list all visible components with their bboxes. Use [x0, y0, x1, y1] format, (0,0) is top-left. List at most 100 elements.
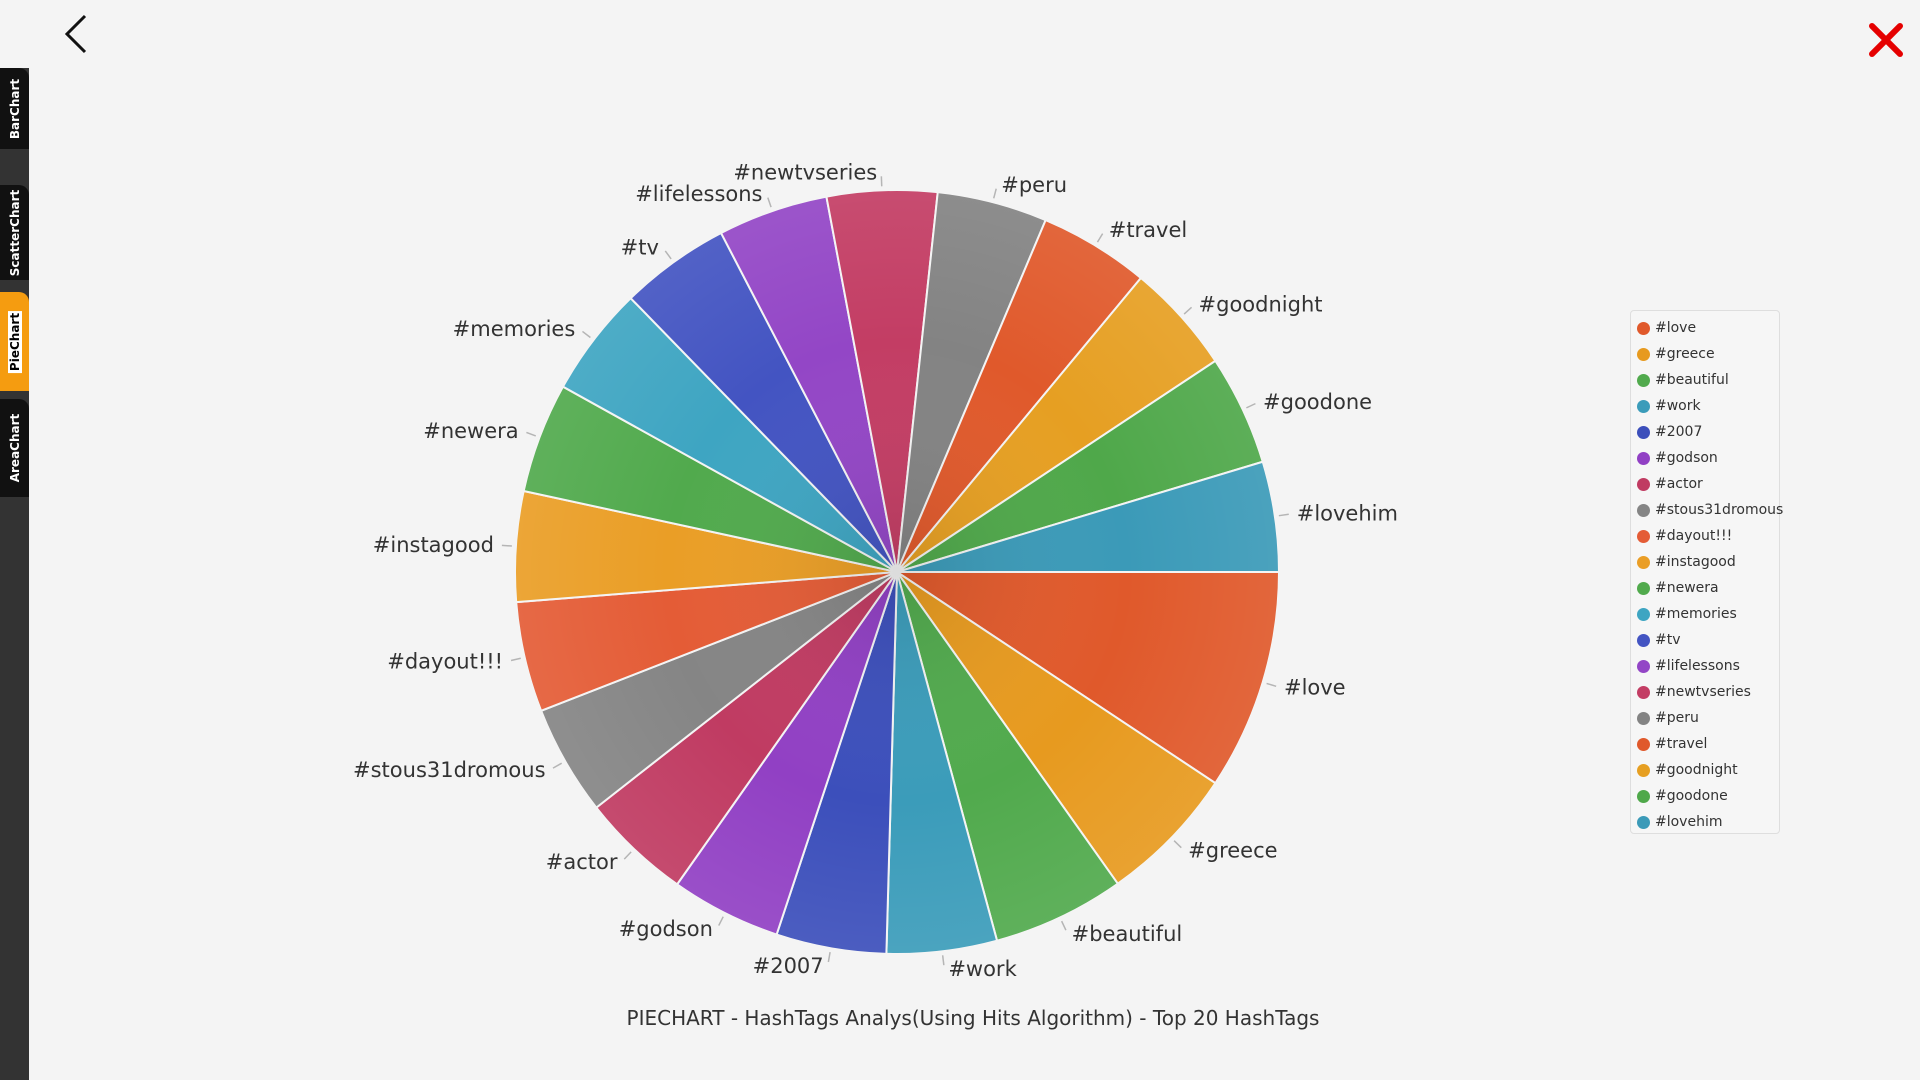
- legend-item-peru: #peru: [1637, 705, 1779, 731]
- legend-item-work: #work: [1637, 393, 1779, 419]
- leader-line-travel: [1096, 233, 1104, 243]
- leader-line-tv: [664, 250, 672, 260]
- legend-item-2007: #2007: [1637, 419, 1779, 445]
- leader-line-stous31dromous: [552, 762, 563, 769]
- leader-line-greece: [1173, 840, 1182, 849]
- legend-swatch: [1637, 737, 1650, 751]
- legend-item-memories: #memories: [1637, 601, 1779, 627]
- leader-line-peru: [992, 188, 997, 199]
- slice-label-dayout: #dayout!!!: [387, 649, 503, 673]
- legend-label: #stous31dromous: [1655, 502, 1784, 518]
- legend-label: #lifelessons: [1655, 658, 1740, 674]
- close-x-icon: [1869, 23, 1903, 57]
- legend-swatch: [1637, 451, 1650, 465]
- legend-label: #newtvseries: [1655, 684, 1751, 700]
- legend-item-instagood: #instagood: [1637, 549, 1779, 575]
- slice-label-work: #work: [948, 957, 1017, 981]
- legend-item-goodone: #goodone: [1637, 783, 1779, 809]
- legend-label: #memories: [1655, 606, 1737, 622]
- slice-label-stous31dromous: #stous31dromous: [353, 758, 546, 782]
- slice-label-peru: #peru: [1001, 173, 1067, 197]
- slice-label-goodone: #goodone: [1263, 390, 1372, 414]
- pie-slice-labels: #love #greece #beautiful #work #2007 #godson #…: [353, 160, 1398, 981]
- leader-line-love: [1266, 682, 1277, 688]
- legend-label: #goodone: [1655, 788, 1728, 804]
- slice-label-newtvseries: #newtvseries: [733, 160, 877, 184]
- legend-item-beautiful: #beautiful: [1637, 367, 1779, 393]
- legend-swatch: [1637, 373, 1650, 387]
- legend-swatch: [1637, 529, 1650, 543]
- leader-line-work: [941, 955, 945, 966]
- legend-label: #actor: [1655, 476, 1703, 492]
- legend-item-godson: #godson: [1637, 445, 1779, 471]
- leader-line-dayout: [510, 657, 521, 662]
- slice-label-godson: #godson: [619, 917, 713, 941]
- tab-piechart[interactable]: PieChart: [0, 292, 29, 391]
- legend-item-tv: #tv: [1637, 627, 1779, 653]
- tab-areachart[interactable]: AreaChart: [0, 399, 29, 497]
- legend-item-travel: #travel: [1637, 731, 1779, 757]
- leader-line-godson: [718, 916, 724, 926]
- legend-swatch: [1637, 581, 1650, 595]
- legend-item-greece: #greece: [1637, 341, 1779, 367]
- slice-label-greece: #greece: [1188, 838, 1277, 862]
- slice-label-tv: #tv: [621, 236, 659, 260]
- legend-label: #love: [1655, 320, 1697, 336]
- legend-label: #travel: [1655, 736, 1708, 752]
- back-button[interactable]: [55, 10, 95, 58]
- legend-item-lovehim: #lovehim: [1637, 809, 1779, 835]
- slice-label-lovehim: #lovehim: [1297, 502, 1398, 526]
- legend-label: #beautiful: [1655, 372, 1729, 388]
- legend-label: #newera: [1655, 580, 1719, 596]
- legend-item-love: #love: [1637, 315, 1779, 341]
- legend-item-actor: #actor: [1637, 471, 1779, 497]
- slice-label-memories: #memories: [453, 317, 576, 341]
- slice-label-newera: #newera: [423, 419, 518, 443]
- leader-line-lifelessons: [767, 197, 772, 208]
- legend-item-goodnight: #goodnight: [1637, 757, 1779, 783]
- chart-legend: #love #greece #beautiful #work #2007 #godson #…: [1630, 310, 1783, 835]
- chart-type-sidebar: BarChart ScatterChart PieChart AreaChart: [0, 68, 29, 1080]
- legend-swatch: [1637, 321, 1650, 335]
- slice-label-lifelessons: #lifelessons: [635, 182, 762, 206]
- slice-label-2007: #2007: [753, 954, 824, 978]
- leader-line-lovehim: [1278, 513, 1289, 517]
- legend-label: #godson: [1655, 450, 1718, 466]
- leader-line-2007: [827, 952, 831, 963]
- legend-label: #work: [1655, 398, 1701, 414]
- slice-label-instagood: #instagood: [373, 533, 494, 557]
- legend-swatch: [1637, 477, 1650, 491]
- tab-barchart[interactable]: BarChart: [0, 68, 29, 149]
- tab-scatterchart[interactable]: ScatterChart: [0, 185, 29, 280]
- slice-label-beautiful: #beautiful: [1072, 922, 1183, 946]
- legend-label: #goodnight: [1655, 762, 1738, 778]
- leader-line-goodnight: [1183, 306, 1193, 315]
- legend-label: #instagood: [1655, 554, 1736, 570]
- legend-swatch: [1637, 789, 1650, 803]
- slice-label-goodnight: #goodnight: [1199, 293, 1323, 317]
- close-button[interactable]: [1868, 22, 1904, 58]
- legend-swatch: [1637, 399, 1650, 413]
- leader-line-newera: [526, 431, 537, 437]
- slice-label-actor: #actor: [546, 850, 618, 874]
- pie-leader-lines: [501, 176, 1289, 966]
- slice-label-travel: #travel: [1109, 218, 1188, 242]
- legend-swatch: [1637, 347, 1650, 361]
- legend-label: #lovehim: [1655, 814, 1723, 830]
- legend-swatch: [1637, 711, 1650, 725]
- legend-item-lifelessons: #lifelessons: [1637, 653, 1779, 679]
- legend-swatch: [1637, 815, 1650, 829]
- legend-item-stous31dromous: #stous31dromous: [1637, 497, 1783, 523]
- slice-label-love: #love: [1284, 675, 1346, 699]
- legend-swatch: [1637, 763, 1650, 777]
- chart-title: PIECHART - HashTags Analys(Using Hits Al…: [627, 1006, 1320, 1030]
- legend-swatch: [1637, 633, 1650, 647]
- chevron-left-icon: [64, 14, 87, 54]
- legend-item-newtvseries: #newtvseries: [1637, 679, 1779, 705]
- legend-label: #2007: [1655, 424, 1703, 440]
- leader-line-memories: [581, 330, 591, 339]
- legend-item-newera: #newera: [1637, 575, 1779, 601]
- pie-slices: [514, 189, 1281, 955]
- legend-label: #peru: [1655, 710, 1699, 726]
